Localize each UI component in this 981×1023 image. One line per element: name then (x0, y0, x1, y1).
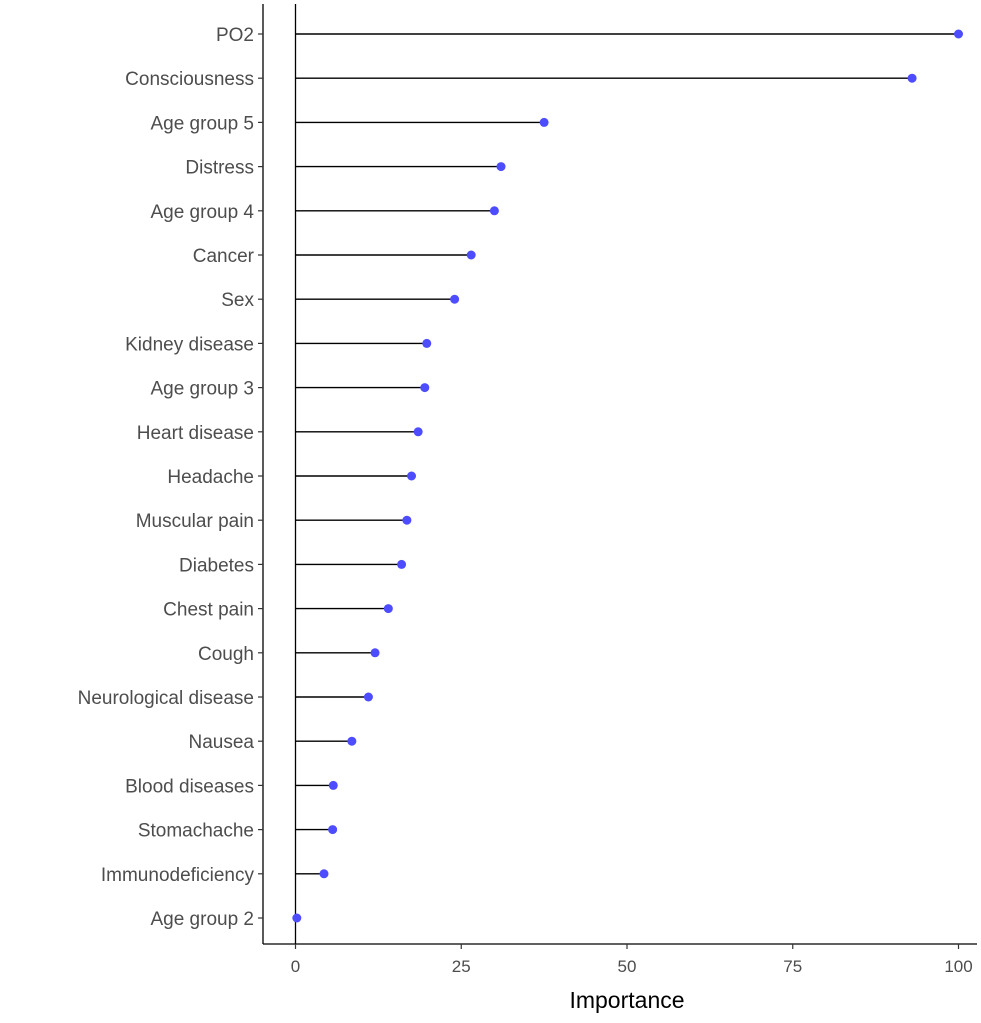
x-tick-label: 50 (618, 957, 637, 976)
lollipop-point (328, 780, 338, 790)
y-tick-label: Nausea (189, 732, 255, 753)
series-stems (295, 33, 959, 919)
lollipop-point (466, 250, 476, 260)
y-tick-label: Age group 3 (150, 379, 254, 400)
series-points (292, 29, 963, 923)
x-axis-title: Importance (569, 987, 684, 1013)
lollipop-point (292, 913, 302, 923)
lollipop-point (907, 73, 917, 83)
y-axis: PO2 Consciousness Age group 5 Distress Age g… (78, 4, 264, 944)
y-tick-label: Kidney disease (125, 334, 254, 355)
x-tick-label: 0 (291, 957, 300, 976)
lollipop-point (370, 648, 380, 658)
y-tick-label: Age group 2 (150, 909, 254, 930)
x-tick-label: 25 (452, 957, 471, 976)
y-tick-label: Cancer (193, 246, 255, 267)
y-tick-label: Sex (221, 290, 254, 311)
lollipop-point (954, 29, 963, 39)
lollipop-point (422, 338, 432, 348)
lollipop-point (539, 117, 549, 127)
x-axis: 0 25 50 75 100 (263, 943, 977, 976)
y-tick-label: Age group 4 (150, 202, 254, 223)
lollipop-point (407, 471, 417, 481)
y-tick-label: Diabetes (179, 555, 254, 576)
lollipop-point (319, 869, 329, 879)
lollipop-point (397, 559, 407, 569)
y-tick-label: Age group 5 (150, 113, 254, 134)
y-tick-label: Heart disease (137, 423, 254, 444)
lollipop-point (489, 206, 499, 216)
y-tick-label: Stomachache (138, 821, 254, 842)
x-tick-label: 75 (783, 957, 802, 976)
lollipop-point (383, 604, 393, 614)
y-tick-label: Neurological disease (78, 688, 254, 709)
y-tick-label: Chest pain (163, 600, 254, 621)
lollipop-point (420, 383, 430, 393)
x-tick-label: 100 (944, 957, 972, 976)
y-tick-label: PO2 (216, 25, 254, 46)
y-tick-label: Cough (198, 644, 254, 665)
y-tick-label: Blood diseases (125, 776, 254, 797)
lollipop-point (450, 294, 460, 304)
y-tick-label: Consciousness (125, 69, 254, 90)
lollipop-point (363, 692, 373, 702)
lollipop-point (413, 427, 423, 437)
lollipop-point (328, 825, 338, 835)
y-tick-label: Headache (167, 467, 254, 488)
y-tick-label: Distress (185, 158, 254, 179)
y-tick-label: Immunodeficiency (101, 865, 255, 886)
lollipop-point (496, 162, 506, 172)
lollipop-point (347, 736, 357, 746)
lollipop-point (402, 515, 412, 525)
y-tick-label: Muscular pain (136, 511, 254, 532)
